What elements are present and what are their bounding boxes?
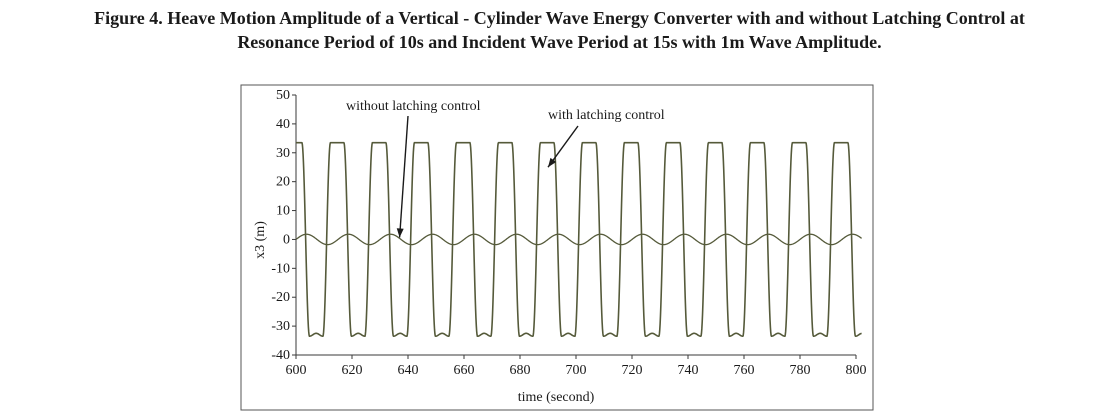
x-tick-label: 620 [342, 363, 363, 378]
y-tick-label: -30 [271, 319, 290, 334]
x-tick-label: 700 [566, 363, 587, 378]
x-tick-label: 800 [846, 363, 867, 378]
arrow-with-latching-head [548, 157, 557, 168]
annotations: without latching control with latching c… [346, 99, 665, 238]
y-tick-label: 0 [283, 232, 290, 247]
caption-line-1: Figure 4. Heave Motion Amplitude of a Ve… [94, 8, 1025, 28]
x-tick-label: 720 [622, 363, 643, 378]
series-line-without-latching [295, 233, 862, 246]
x-tick-label: 740 [678, 363, 699, 378]
chart-frame [240, 84, 874, 411]
x-tick-label: 680 [510, 363, 531, 378]
y-tick-label: -40 [271, 348, 290, 363]
y-tick-label: 20 [276, 175, 290, 190]
y-tick-label: 30 [276, 146, 290, 161]
series-line-with-latching [296, 141, 862, 338]
x-tick-label: 600 [286, 363, 307, 378]
arrow-without-latching-head [396, 228, 404, 238]
series-layer [295, 141, 862, 338]
x-tick-label: 640 [398, 363, 419, 378]
y-tick-label: -20 [271, 290, 290, 305]
y-tick-label: -10 [271, 261, 290, 276]
annotation-with-latching: with latching control [548, 108, 665, 123]
x-axis-label: time (second) [518, 390, 595, 405]
x-tick-label: 760 [734, 363, 755, 378]
x-tick-label: 780 [790, 363, 811, 378]
caption-line-2: Resonance Period of 10s and Incident Wav… [237, 32, 882, 52]
x-tick-label: 660 [454, 363, 475, 378]
figure-caption: Figure 4. Heave Motion Amplitude of a Ve… [0, 6, 1119, 54]
y-tick-label: 40 [276, 117, 290, 132]
y-tick-label: 10 [276, 204, 290, 219]
y-tick-label: 50 [276, 88, 290, 103]
y-axis-label: x3 (m) [253, 221, 268, 259]
arrow-without-latching [398, 115, 409, 238]
annotation-without-latching: without latching control [346, 99, 481, 114]
